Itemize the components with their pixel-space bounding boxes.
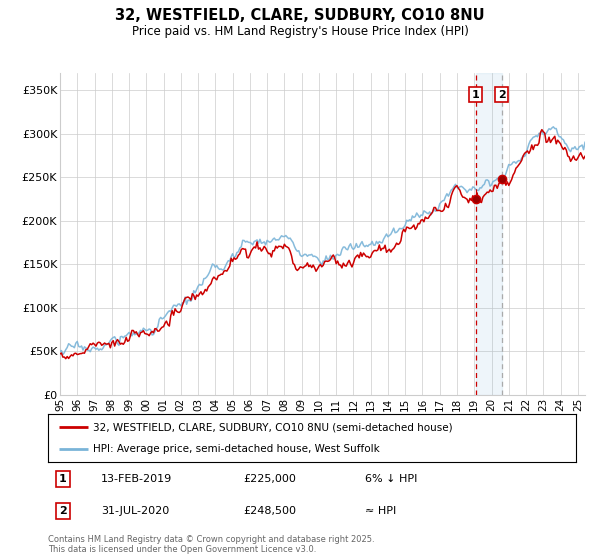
Text: 32, WESTFIELD, CLARE, SUDBURY, CO10 8NU: 32, WESTFIELD, CLARE, SUDBURY, CO10 8NU [115,8,485,24]
Text: 2: 2 [498,90,505,100]
Text: HPI: Average price, semi-detached house, West Suffolk: HPI: Average price, semi-detached house,… [93,444,380,454]
Text: 13-FEB-2019: 13-FEB-2019 [101,474,172,484]
Text: ≈ HPI: ≈ HPI [365,506,396,516]
Bar [476,73,502,395]
Text: 31-JUL-2020: 31-JUL-2020 [101,506,169,516]
Text: 1: 1 [472,90,479,100]
Text: £248,500: £248,500 [244,506,296,516]
Text: 2: 2 [59,506,67,516]
Text: Contains HM Land Registry data © Crown copyright and database right 2025.
This d: Contains HM Land Registry data © Crown c… [48,535,374,554]
Text: 32, WESTFIELD, CLARE, SUDBURY, CO10 8NU (semi-detached house): 32, WESTFIELD, CLARE, SUDBURY, CO10 8NU … [93,422,452,432]
Text: 1: 1 [59,474,67,484]
Text: Price paid vs. HM Land Registry's House Price Index (HPI): Price paid vs. HM Land Registry's House … [131,25,469,38]
Text: £225,000: £225,000 [244,474,296,484]
Text: 6% ↓ HPI: 6% ↓ HPI [365,474,417,484]
